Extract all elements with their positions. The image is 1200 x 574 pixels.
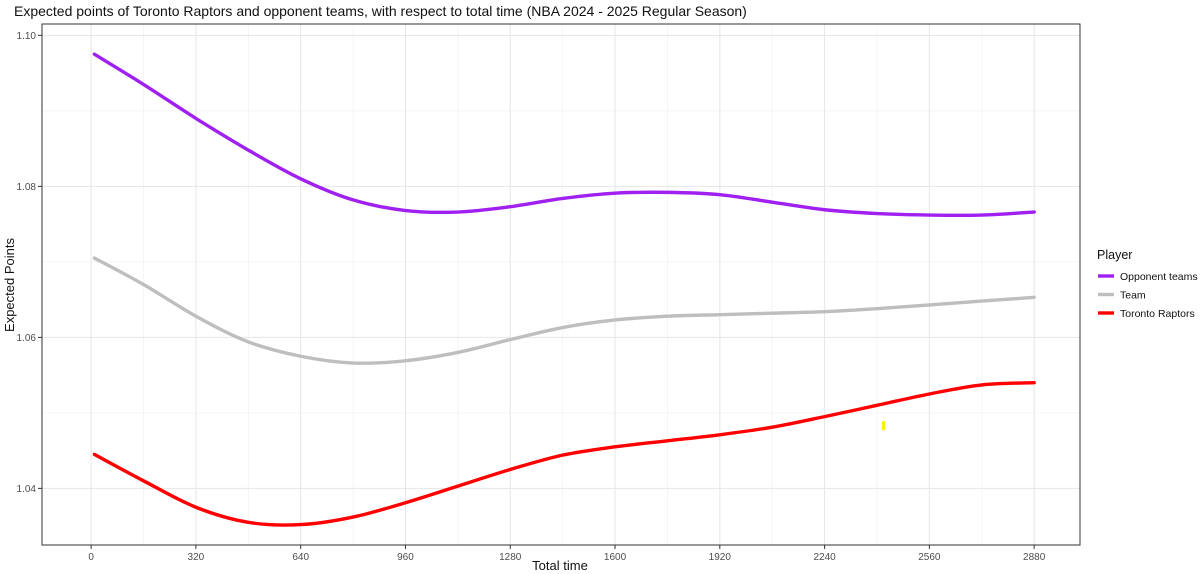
x-tick-label: 2880 [1023, 552, 1046, 563]
x-tick-label: 1920 [709, 552, 732, 563]
x-axis-title: Total time [532, 558, 588, 573]
x-tick-label: 640 [292, 552, 309, 563]
y-tick-label: 1.04 [17, 484, 37, 495]
x-tick-label: 1600 [604, 552, 627, 563]
legend-label-opponent-teams: Opponent teams [1120, 271, 1198, 283]
plot-panel [41, 23, 1081, 546]
series-line-opponent-teams [92, 52, 1036, 218]
annotations [882, 421, 886, 431]
x-tick-label: 2240 [813, 552, 836, 563]
y-tick-label: 1.06 [17, 333, 37, 344]
legend-title: Player [1097, 248, 1132, 262]
y-axis-title: Expected Points [2, 238, 17, 332]
y-tick-label: 1.08 [17, 182, 37, 193]
legend: Player Opponent teams Team Toronto Raptors [1097, 248, 1198, 320]
legend-label-toronto-raptors: Toronto Raptors [1120, 308, 1195, 320]
x-tick-label: 1280 [499, 552, 522, 563]
chart-title: Expected points of Toronto Raptors and o… [14, 3, 747, 19]
series-line-toronto-raptors [92, 380, 1036, 527]
x-axis: 0 320 640 960 1280 1600 1920 2240 2560 2880 [88, 545, 1046, 563]
y-axis: 1.04 1.06 1.08 1.10 [17, 31, 42, 495]
x-tick-label: 960 [397, 552, 414, 563]
yellow-mark [882, 421, 886, 431]
x-tick-label: 0 [88, 552, 94, 563]
x-tick-label: 320 [188, 552, 205, 563]
legend-label-team: Team [1120, 289, 1146, 301]
y-tick-label: 1.10 [17, 31, 37, 42]
series-layer [92, 52, 1036, 527]
gridlines [42, 24, 1080, 545]
series-line-team [92, 256, 1036, 365]
x-tick-label: 2560 [918, 552, 941, 563]
